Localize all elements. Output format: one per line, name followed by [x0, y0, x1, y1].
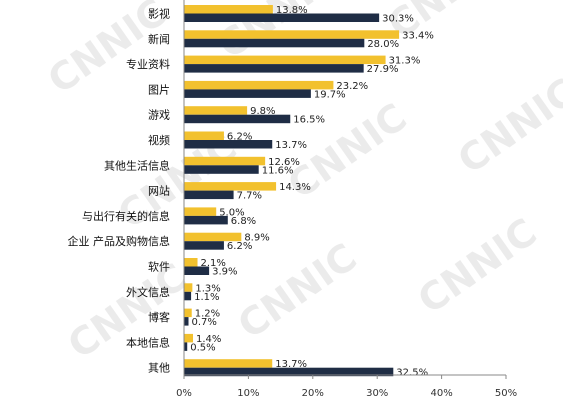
- bar-series-2: [184, 317, 189, 326]
- data-label: 8.9%: [244, 233, 269, 244]
- bar-series-1: [184, 207, 217, 216]
- data-label: 16.5%: [293, 115, 325, 126]
- category-label: 图片: [148, 83, 170, 96]
- data-label: 11.6%: [262, 165, 294, 176]
- bar-series-1: [184, 30, 400, 39]
- bar-series-1: [184, 232, 242, 242]
- bar-series-1: [184, 131, 224, 140]
- data-label: 0.7%: [192, 317, 217, 328]
- watermark-text: CNNIC: [60, 255, 195, 368]
- category-label: 影视: [148, 7, 170, 21]
- data-label: 23.2%: [336, 81, 368, 92]
- bar-series-1: [184, 55, 386, 65]
- watermark-text: CNNIC: [450, 70, 563, 183]
- bar-series-1: [184, 182, 277, 191]
- data-label: 6.2%: [227, 241, 252, 252]
- x-tick-label: 50%: [495, 388, 517, 399]
- category-label: 其他生活信息: [104, 158, 170, 172]
- labels-group: 影视 13.8% 30.3% 新闻 33.4%28.0% 专业资料 31.3%27.9% 图片…: [68, 5, 434, 379]
- data-label: 2.1%: [201, 258, 226, 269]
- watermark-text: CNNIC: [410, 210, 545, 323]
- data-label: 30.3%: [382, 14, 414, 25]
- category-label: 其他: [148, 362, 170, 375]
- category-label: 外文信息: [126, 285, 170, 299]
- bar-series-1: [184, 156, 266, 166]
- data-label: 7.7%: [237, 191, 262, 202]
- data-label: 13.7%: [275, 140, 307, 151]
- category-label: 新闻: [148, 32, 170, 46]
- bar-series-2: [184, 38, 365, 48]
- bar-series-2: [184, 342, 188, 351]
- x-tick-label: 30%: [366, 388, 388, 399]
- bar-series-2: [184, 241, 224, 250]
- data-label: 32.5%: [396, 368, 428, 379]
- data-label: 13.8%: [276, 5, 308, 16]
- data-label: 6.2%: [227, 132, 252, 143]
- data-label: 1.2%: [195, 309, 220, 320]
- data-label: 12.6%: [268, 157, 300, 168]
- bar-series-2: [184, 13, 380, 22]
- data-label: 28.0%: [367, 39, 399, 50]
- bar-series-2: [184, 165, 259, 174]
- data-label: 1.3%: [195, 283, 220, 294]
- bar-series-1: [184, 5, 273, 14]
- bar-series-1: [184, 308, 192, 318]
- x-tick-label: 20%: [302, 388, 324, 399]
- data-label: 27.9%: [367, 64, 399, 75]
- bar-series-1: [184, 258, 198, 267]
- bar-series-2: [184, 140, 273, 149]
- data-label: 1.4%: [196, 334, 221, 345]
- x-tick-label: 10%: [237, 388, 259, 399]
- x-tick-label: 0%: [176, 388, 192, 399]
- category-label: 企业 产品及购物信息: [68, 234, 171, 248]
- category-label: 网站: [148, 184, 170, 198]
- category-label: 软件: [148, 260, 170, 274]
- bar-series-2: [184, 266, 210, 275]
- bar-series-2: [184, 114, 291, 124]
- bar-series-2: [184, 215, 228, 225]
- bar-series-1: [184, 359, 273, 368]
- data-label: 31.3%: [389, 56, 421, 67]
- data-label: 0.5%: [190, 342, 215, 353]
- bar-series-1: [184, 333, 194, 343]
- x-axis: 0% 10% 20% 30% 40% 50%: [176, 0, 517, 399]
- data-label: 14.3%: [279, 182, 311, 193]
- category-label: 游戏: [148, 109, 170, 122]
- data-label: 5.0%: [219, 207, 244, 218]
- category-label: 本地信息: [126, 335, 170, 349]
- bar-series-1: [184, 283, 193, 292]
- data-label: 9.8%: [250, 106, 275, 117]
- category-label: 专业资料: [126, 57, 170, 71]
- data-label: 33.4%: [402, 30, 434, 41]
- data-label: 19.7%: [314, 89, 346, 100]
- data-label: 6.8%: [231, 216, 256, 227]
- bar-series-2: [184, 190, 234, 200]
- x-tick-label: 40%: [430, 388, 452, 399]
- bar-series-1: [184, 80, 334, 90]
- bar-series-1: [184, 106, 248, 115]
- bar-series-2: [184, 64, 364, 73]
- data-label: 3.9%: [212, 267, 237, 278]
- bar-series-2: [184, 291, 192, 301]
- category-label: 与出行有关的信息: [82, 209, 170, 223]
- data-label: 1.1%: [194, 292, 219, 303]
- category-label: 视频: [148, 133, 170, 147]
- data-label: 13.7%: [275, 359, 307, 370]
- bar-series-2: [184, 89, 311, 98]
- category-label: 博客: [148, 310, 170, 324]
- bar-series-2: [184, 367, 394, 377]
- bars-group: [184, 5, 400, 377]
